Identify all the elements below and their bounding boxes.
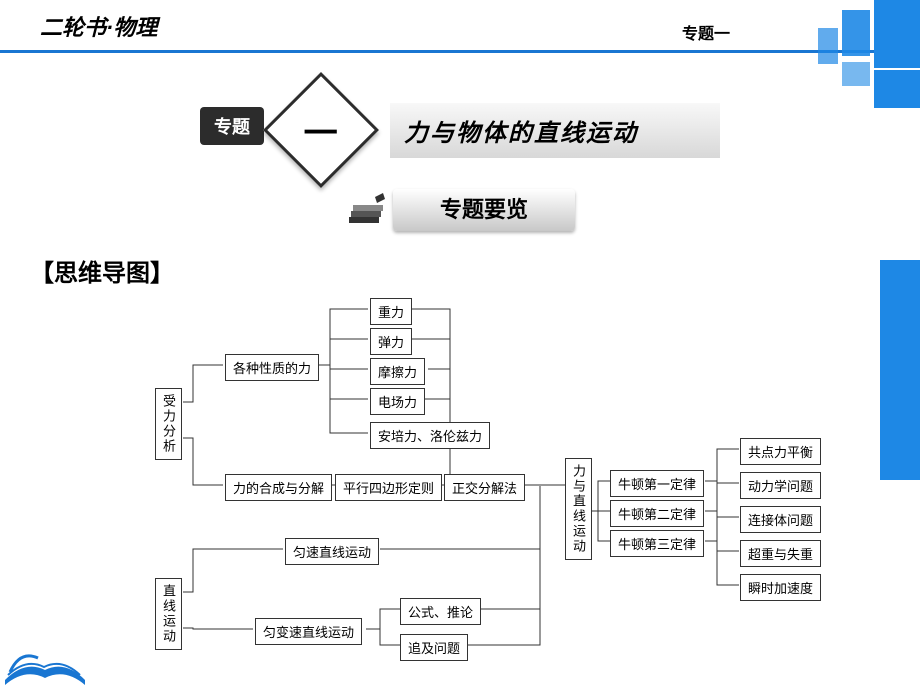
title-diamond-text: 一 (304, 106, 338, 155)
node-f2: 牛顿第二定律 (610, 500, 704, 527)
node-c1: 平行四边形定则 (335, 474, 442, 501)
corner-decoration (770, 0, 920, 150)
title-banner: 专题 一 力与物体的直线运动 (200, 95, 720, 165)
node-g3: 连接体问题 (740, 506, 821, 533)
sub-banner-text: 专题要览 (393, 189, 575, 231)
node-g5: 瞬时加速度 (740, 574, 821, 601)
title-diamond: 一 (263, 72, 379, 188)
node-g2: 动力学问题 (740, 472, 821, 499)
books-icon (345, 189, 393, 231)
node-b2: 弹力 (370, 328, 412, 355)
node-b4: 电场力 (370, 388, 425, 415)
node-f3: 牛顿第三定律 (610, 530, 704, 557)
node-c2: 正交分解法 (444, 474, 525, 501)
node-root1: 受力分析 (155, 388, 182, 460)
node-b5: 安培力、洛伦兹力 (370, 422, 490, 449)
node-center: 力与直线运动 (565, 458, 592, 560)
node-a1: 各种性质的力 (225, 354, 319, 381)
node-d2: 匀变速直线运动 (255, 618, 362, 645)
node-a2: 力的合成与分解 (225, 474, 332, 501)
node-e1: 公式、推论 (400, 598, 481, 625)
mindmap-diagram: 受力分析 直线运动 各种性质的力 力的合成与分解 重力 弹力 摩擦力 电场力 安… (0, 298, 920, 698)
node-g1: 共点力平衡 (740, 438, 821, 465)
sub-banner: 专题要览 (345, 189, 575, 231)
title-label: 专题 (200, 107, 264, 145)
header-right: 专题一 (682, 20, 730, 44)
node-b1: 重力 (370, 298, 412, 325)
node-e2: 追及问题 (400, 634, 468, 661)
header-left: 二轮书·物理 (40, 15, 157, 40)
node-f1: 牛顿第一定律 (610, 470, 704, 497)
node-b3: 摩擦力 (370, 358, 425, 385)
title-text: 力与物体的直线运动 (390, 103, 720, 158)
section-heading: 【思维导图】 (30, 253, 920, 288)
node-d1: 匀速直线运动 (285, 538, 379, 565)
node-root2: 直线运动 (155, 578, 182, 650)
node-g4: 超重与失重 (740, 540, 821, 567)
